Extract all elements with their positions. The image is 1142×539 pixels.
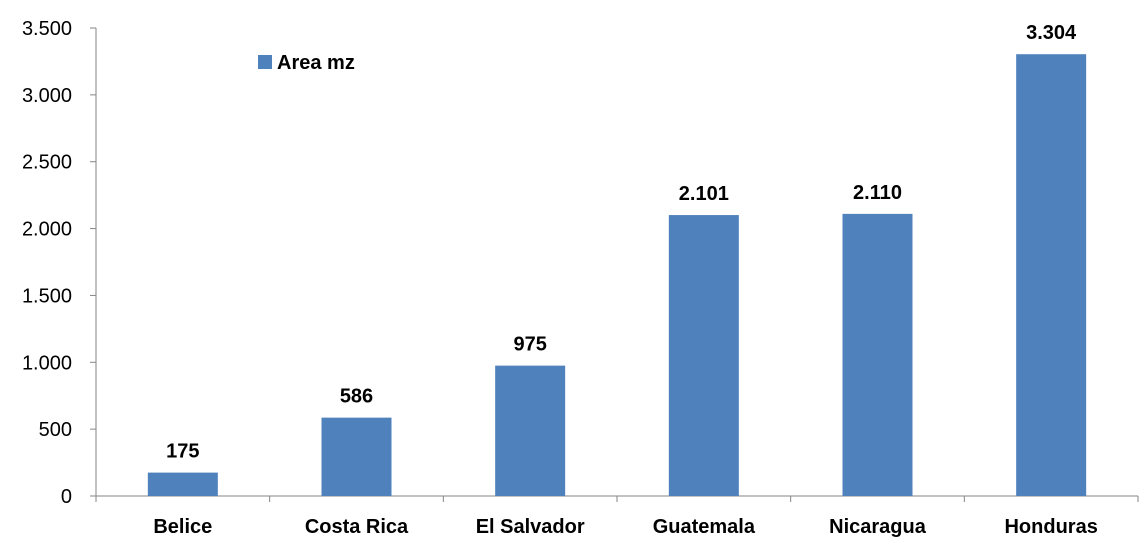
y-tick-label: 0 bbox=[61, 486, 72, 508]
bar bbox=[321, 417, 392, 496]
x-axis: Belice Costa Rica El Salvador Guatemala Nica… bbox=[95, 495, 1139, 538]
bar bbox=[842, 213, 913, 496]
x-tick-label: Belice bbox=[153, 516, 212, 538]
y-tick-label: 2.000 bbox=[22, 219, 72, 241]
data-label: 2.101 bbox=[679, 183, 729, 205]
legend-swatch bbox=[258, 55, 272, 69]
legend-label: Area mz bbox=[277, 52, 355, 74]
y-tick-label: 2.500 bbox=[22, 152, 72, 174]
x-tick-label: Guatemala bbox=[653, 516, 756, 538]
bar bbox=[147, 472, 218, 496]
bar bbox=[495, 365, 566, 496]
y-tick-label: 1.500 bbox=[22, 285, 72, 307]
y-tick-label: 3.500 bbox=[22, 18, 72, 40]
bar bbox=[668, 215, 739, 496]
data-labels: 175 586 975 2.101 2.110 3.304 bbox=[166, 22, 1077, 462]
data-label: 2.110 bbox=[853, 182, 902, 204]
bar bbox=[1016, 54, 1087, 496]
y-tick-label: 500 bbox=[39, 419, 72, 441]
legend: Area mz bbox=[258, 52, 355, 74]
data-label: 975 bbox=[513, 334, 546, 356]
y-axis: 0 500 1.000 1.500 2.000 2.500 3.000 3.500 bbox=[22, 18, 97, 508]
x-tick-label: El Salvador bbox=[476, 516, 585, 538]
data-label: 175 bbox=[166, 441, 199, 463]
x-tick-label: Costa Rica bbox=[305, 516, 409, 538]
y-tick-label: 1.000 bbox=[22, 352, 72, 374]
y-tick-label: 3.000 bbox=[22, 85, 72, 107]
bar-series bbox=[147, 54, 1087, 496]
x-tick-label: Nicaragua bbox=[829, 516, 927, 538]
data-label: 586 bbox=[340, 386, 373, 408]
x-tick-label: Honduras bbox=[1004, 516, 1097, 538]
data-label: 3.304 bbox=[1026, 22, 1077, 44]
